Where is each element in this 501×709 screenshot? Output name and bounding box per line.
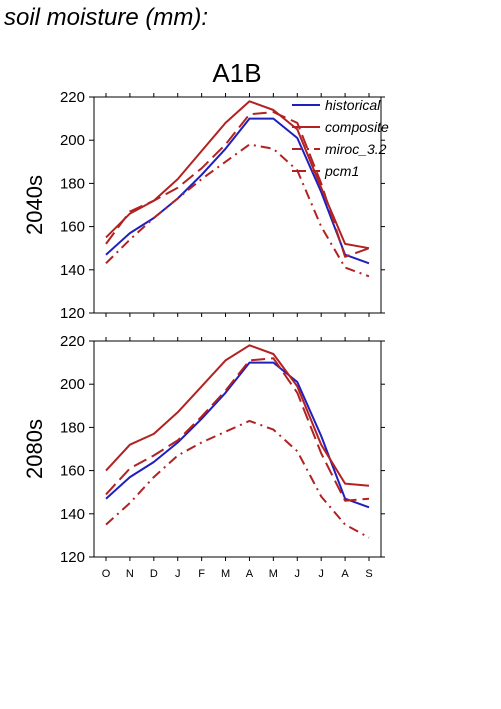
x-tick-label: S bbox=[365, 568, 372, 580]
panel-2040s: 120 140 160 180 200 220 2040s historical composi… bbox=[22, 89, 389, 322]
series-line-miroc_3.2 bbox=[105, 143, 370, 278]
figure-title: soil moisture (mm): bbox=[4, 4, 209, 31]
y-tick-label: 120 bbox=[60, 305, 85, 322]
y-tick-label: 120 bbox=[60, 549, 85, 566]
scenario-title: A1B bbox=[212, 58, 261, 88]
x-tick-label: F bbox=[198, 568, 205, 580]
y-tick-label: 160 bbox=[60, 219, 85, 236]
series-line-historical bbox=[105, 117, 370, 265]
series-line-pcm1 bbox=[105, 357, 370, 502]
x-tick-label: N bbox=[126, 568, 134, 580]
y-tick-label: 220 bbox=[60, 89, 85, 106]
x-tick-label: M bbox=[221, 568, 230, 580]
x-tick-label: A bbox=[341, 568, 349, 580]
legend-label: composite bbox=[325, 119, 389, 135]
plot-frame bbox=[93, 340, 382, 558]
y-tick-label: 200 bbox=[60, 132, 85, 149]
y-tick-label: 180 bbox=[60, 175, 85, 192]
legend-label: pcm1 bbox=[324, 163, 359, 179]
y-tick-label: 140 bbox=[60, 262, 85, 279]
chart-panels: 120 140 160 180 200 220 2040s historical composi… bbox=[22, 89, 389, 580]
x-tick-label: J bbox=[175, 568, 181, 580]
plot-frame bbox=[93, 96, 382, 314]
panel-2080s: 120 140 160 180 200 220 O N D J F M A M J J A S 2080s bbox=[22, 333, 385, 580]
x-tick-label: J bbox=[318, 568, 324, 580]
series-line-historical bbox=[105, 361, 370, 509]
x-tick-label: D bbox=[150, 568, 158, 580]
y-tick-label: 160 bbox=[60, 463, 85, 480]
legend-label: historical bbox=[325, 97, 381, 113]
x-tick-label: J bbox=[295, 568, 301, 580]
series-line-pcm1 bbox=[105, 111, 370, 258]
y-tick-label: 200 bbox=[60, 376, 85, 393]
legend-label: miroc_3.2 bbox=[325, 141, 387, 157]
x-tick-label: M bbox=[269, 568, 278, 580]
panel-label: 2080s bbox=[22, 419, 47, 479]
x-tick-label: O bbox=[102, 568, 111, 580]
x-tick-label: A bbox=[246, 568, 254, 580]
y-tick-label: 180 bbox=[60, 419, 85, 436]
series-line-composite bbox=[105, 344, 370, 487]
series-line-miroc_3.2 bbox=[105, 419, 370, 539]
legend: historical composite miroc_3.2 pcm1 bbox=[292, 97, 389, 179]
y-tick-label: 220 bbox=[60, 333, 85, 350]
panel-label: 2040s bbox=[22, 175, 47, 235]
y-tick-label: 140 bbox=[60, 506, 85, 523]
